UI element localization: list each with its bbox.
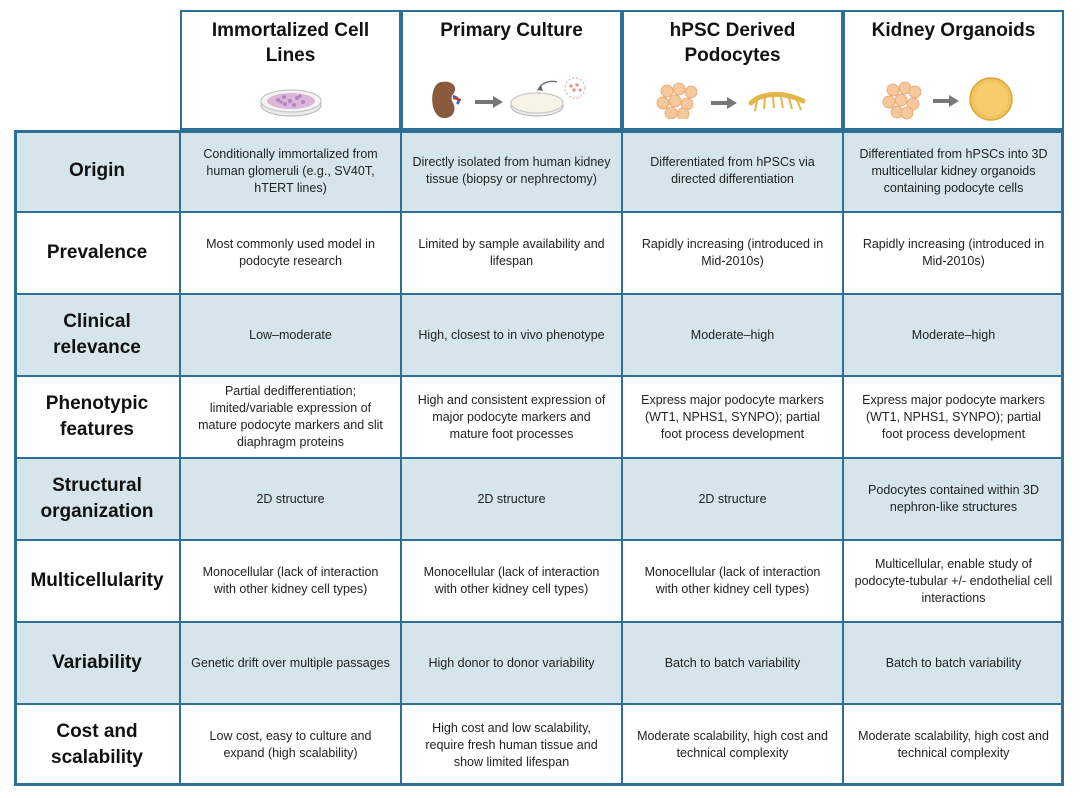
row-label-variability: Variability <box>14 622 180 704</box>
column-illustration <box>182 76 399 122</box>
row-label-origin: Origin <box>14 130 180 212</box>
table-cell: 2D structure <box>180 458 401 540</box>
table-cell: High cost and low scalability, require f… <box>401 704 622 786</box>
table-cell: Moderate–high <box>843 294 1064 376</box>
row-label-multicellularity: Multicellularity <box>14 540 180 622</box>
column-title: Primary Culture <box>440 20 583 41</box>
table-cell: Batch to batch variability <box>622 622 843 704</box>
table-cell: Most commonly used model in podocyte res… <box>180 212 401 294</box>
table-cell: Monocellular (lack of interaction with o… <box>180 540 401 622</box>
table-cell: Low cost, easy to culture and expand (hi… <box>180 704 401 786</box>
table-cell: Moderate–high <box>622 294 843 376</box>
table-cell: Differentiated from hPSCs into 3D multic… <box>843 130 1064 212</box>
table-cell: Partial dedifferentiation; limited/varia… <box>180 376 401 458</box>
table-cell: Moderate scalability, high cost and tech… <box>622 704 843 786</box>
column-title: Immortalized Cell Lines <box>211 20 370 66</box>
column-illustration <box>403 76 620 122</box>
table-cell: Monocellular (lack of interaction with o… <box>622 540 843 622</box>
table-cell: Express major podocyte markers (WT1, NPH… <box>843 376 1064 458</box>
row-label-cost-and-scalability: Cost and scalability <box>14 704 180 786</box>
column-header-primary-culture: Primary Culture <box>401 10 622 130</box>
table-cell: Genetic drift over multiple passages <box>180 622 401 704</box>
table-cell: Conditionally immortalized from human gl… <box>180 130 401 212</box>
table-cell: Rapidly increasing (introduced in Mid-20… <box>843 212 1064 294</box>
stem-cells-to-organoid-icon <box>882 77 1013 121</box>
kidney-to-dish-icon <box>431 77 585 119</box>
table-cell: Rapidly increasing (introduced in Mid-20… <box>622 212 843 294</box>
stem-cells-to-podocyte-icon <box>656 82 805 119</box>
table-cell: Express major podocyte markers (WT1, NPH… <box>622 376 843 458</box>
table-cell: Podocytes contained within 3D nephron-li… <box>843 458 1064 540</box>
table-cell: 2D structure <box>401 458 622 540</box>
table-cell: High and consistent expression of major … <box>401 376 622 458</box>
table-cell: Limited by sample availability and lifes… <box>401 212 622 294</box>
row-label-phenotypic-features: Phenotypic features <box>14 376 180 458</box>
column-header-kidney-organoids: Kidney Organoids <box>843 10 1064 130</box>
petri-dish-icon <box>259 89 322 117</box>
row-label-clinical-relevance: Clinical relevance <box>14 294 180 376</box>
table-cell: Batch to batch variability <box>843 622 1064 704</box>
table-cell: Directly isolated from human kidney tiss… <box>401 130 622 212</box>
column-title: Kidney Organoids <box>871 20 1036 41</box>
table-cell: High, closest to in vivo phenotype <box>401 294 622 376</box>
row-label-structural-organization: Structural organization <box>14 458 180 540</box>
row-label-prevalence: Prevalence <box>14 212 180 294</box>
table-cell: Moderate scalability, high cost and tech… <box>843 704 1064 786</box>
column-header-hpsc-derived-podocytes: hPSC Derived Podocytes <box>622 10 843 130</box>
column-header-immortalized-cell-lines: Immortalized Cell Lines <box>180 10 401 130</box>
table-cell: Monocellular (lack of interaction with o… <box>401 540 622 622</box>
column-illustration <box>845 76 1062 122</box>
table-cell: Differentiated from hPSCs via directed d… <box>622 130 843 212</box>
column-illustration <box>624 76 841 122</box>
column-title: hPSC Derived Podocytes <box>669 20 796 66</box>
table-cell: High donor to donor variability <box>401 622 622 704</box>
table-cell: Multicellular, enable study of podocyte-… <box>843 540 1064 622</box>
table-cell: 2D structure <box>622 458 843 540</box>
table-cell: Low–moderate <box>180 294 401 376</box>
